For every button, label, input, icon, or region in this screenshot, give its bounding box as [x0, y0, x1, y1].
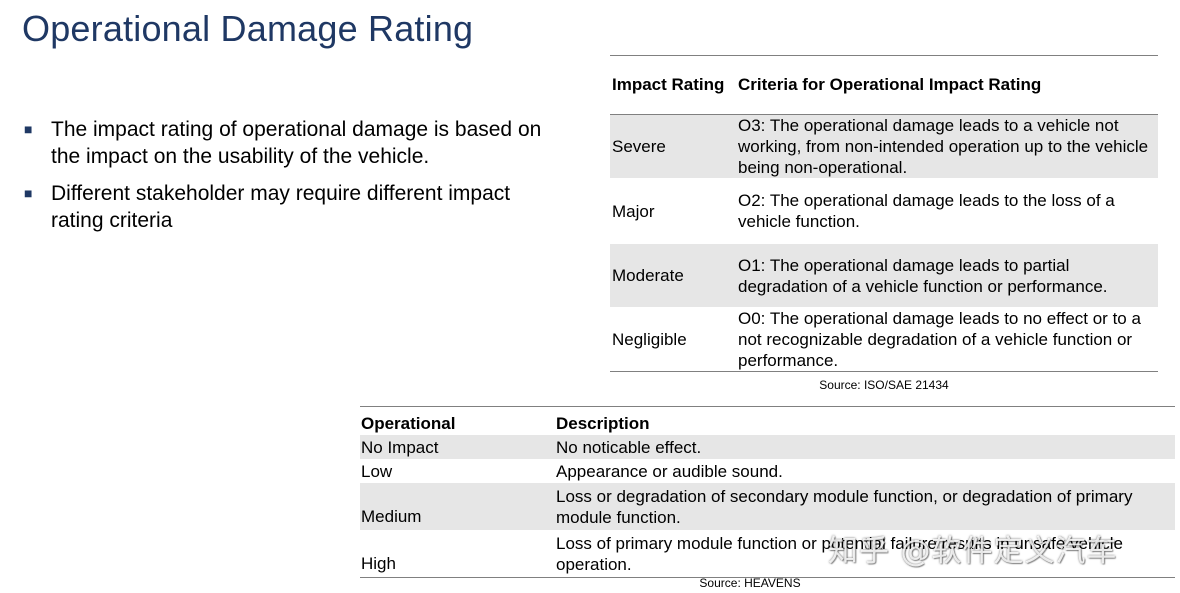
bullet-text: The impact rating of operational damage … [51, 118, 542, 168]
table-top-rule [610, 55, 1158, 56]
table-bottom-rule [610, 371, 1158, 372]
header-impact-rating: Impact Rating [612, 75, 725, 94]
table-row: Moderate O1: The operational damage lead… [610, 244, 1158, 307]
slide-title: Operational Damage Rating [22, 8, 474, 49]
square-bullet-icon: ■ [24, 185, 33, 201]
bullet-text: Different stakeholder may require differ… [51, 182, 511, 232]
operational-level-cell: No Impact [361, 437, 439, 457]
heavens-operational-table: Operational Description No Impact No not… [360, 406, 1175, 578]
bullet-item: ■ The impact rating of operational damag… [22, 116, 562, 170]
header-description: Description [556, 414, 650, 433]
description-cell: Appearance or audible sound. [556, 461, 783, 481]
table-row: Low Appearance or audible sound. [360, 459, 1175, 483]
description-cell: Loss or degradation of secondary module … [556, 486, 1133, 527]
bullet-list: ■ The impact rating of operational damag… [22, 116, 562, 244]
operational-level-cell: Low [361, 461, 393, 481]
impact-rating-cell: Major [612, 201, 655, 221]
table-row: Medium Loss or degradation of secondary … [360, 483, 1175, 530]
table-row: Negligible O0: The operational damage le… [610, 307, 1158, 371]
operational-level-cell: High [361, 554, 396, 573]
iso-impact-table: Impact Rating Criteria for Operational I… [610, 55, 1158, 372]
heavens-source-caption: Source: HEAVENS [699, 576, 801, 590]
iso-source-caption: Source: ISO/SAE 21434 [819, 378, 949, 392]
bullet-item: ■ Different stakeholder may require diff… [22, 180, 562, 234]
criteria-cell: O0: The operational damage leads to no e… [738, 308, 1141, 370]
impact-rating-cell: Moderate [612, 266, 684, 285]
impact-rating-cell: Negligible [612, 329, 687, 349]
criteria-cell: O2: The operational damage leads to the … [738, 191, 1115, 231]
criteria-cell: O1: The operational damage leads to part… [738, 255, 1108, 296]
table-row: Major O2: The operational damage leads t… [610, 178, 1158, 244]
impact-rating-cell: Severe [612, 137, 666, 156]
header-operational: Operational [361, 414, 456, 433]
table-header-row: Operational Description [360, 407, 1175, 435]
operational-level-cell: Medium [361, 507, 422, 526]
criteria-cell: O3: The operational damage leads to a ve… [738, 116, 1149, 177]
table-row: No Impact No noticable effect. [360, 435, 1175, 459]
header-criteria: Criteria for Operational Impact Rating [738, 75, 1042, 94]
table-header-row: Impact Rating Criteria for Operational I… [610, 56, 1158, 115]
square-bullet-icon: ■ [24, 121, 33, 137]
table-row: Severe O3: The operational damage leads … [610, 115, 1158, 178]
watermark: 知乎 @软件定义汽车 [828, 534, 1118, 569]
description-cell: No noticable effect. [556, 437, 702, 457]
table-row: High Loss of primary module function or … [360, 530, 1175, 577]
description-cell: Loss of primary module function or poten… [556, 533, 1123, 574]
